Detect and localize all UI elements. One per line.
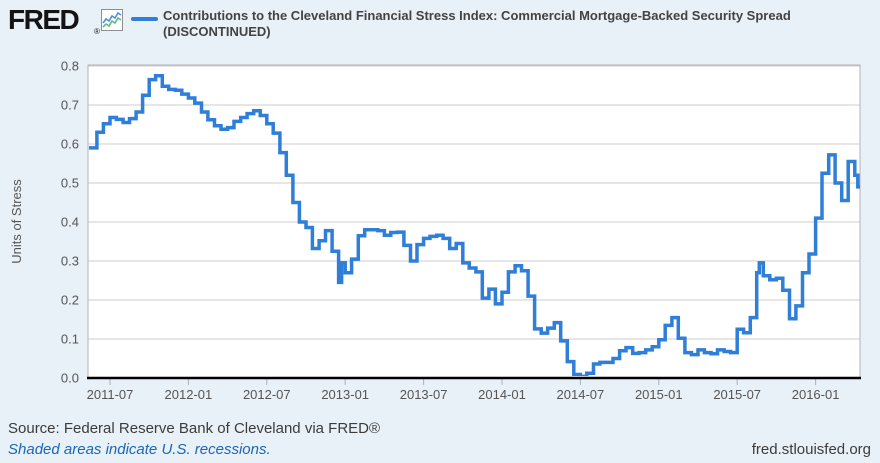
y-axis-tick-label: 0.3 [61,254,79,269]
fred-logo[interactable]: FRED [8,4,80,35]
x-axis-tick-label: 2011-07 [87,387,134,402]
site-url: fred.stlouisfed.org [751,441,871,458]
y-axis-tick-label: 0.5 [61,176,79,191]
registered-trademark: ® [94,27,100,36]
source-attribution: Source: Federal Reserve Bank of Clevelan… [8,420,381,437]
x-axis-tick-label: 2013-07 [400,387,448,402]
y-axis-tick-label: 0.6 [61,137,79,152]
x-axis-tick-label: 2016-01 [792,387,840,402]
sparkline-icon-graphic [102,11,122,28]
y-axis-tick-label: 0.0 [61,371,79,386]
legend-line-swatch [131,17,158,21]
y-axis-tick-label: 0.4 [61,215,79,230]
chart-title: Contributions to the Cleveland Financial… [163,8,873,40]
y-axis-tick-label: 0.1 [61,332,79,347]
x-axis-tick-label: 2012-01 [165,387,213,402]
y-axis-title: Units of Stress [9,179,24,264]
stress-line-series [89,74,860,376]
x-axis-tick-label: 2014-07 [557,387,605,402]
x-axis-tick-label: 2012-07 [243,387,291,402]
y-axis-tick-label: 0.7 [61,98,79,113]
x-axis-tick-label: 2014-01 [478,387,526,402]
chart-title-line2: (DISCONTINUED) [163,24,271,39]
x-axis-tick-label: 2015-01 [635,387,683,402]
recession-note-link[interactable]: Shaded areas indicate U.S. recessions. [8,441,271,458]
y-axis-tick-label: 0.2 [61,293,79,308]
y-axis-tick-label: 0.8 [61,59,79,74]
x-axis-tick-label: 2015-07 [713,387,761,402]
fred-sparkline-icon [101,9,123,31]
x-axis-tick-label: 2013-01 [321,387,369,402]
chart-title-line1: Contributions to the Cleveland Financial… [163,8,791,23]
